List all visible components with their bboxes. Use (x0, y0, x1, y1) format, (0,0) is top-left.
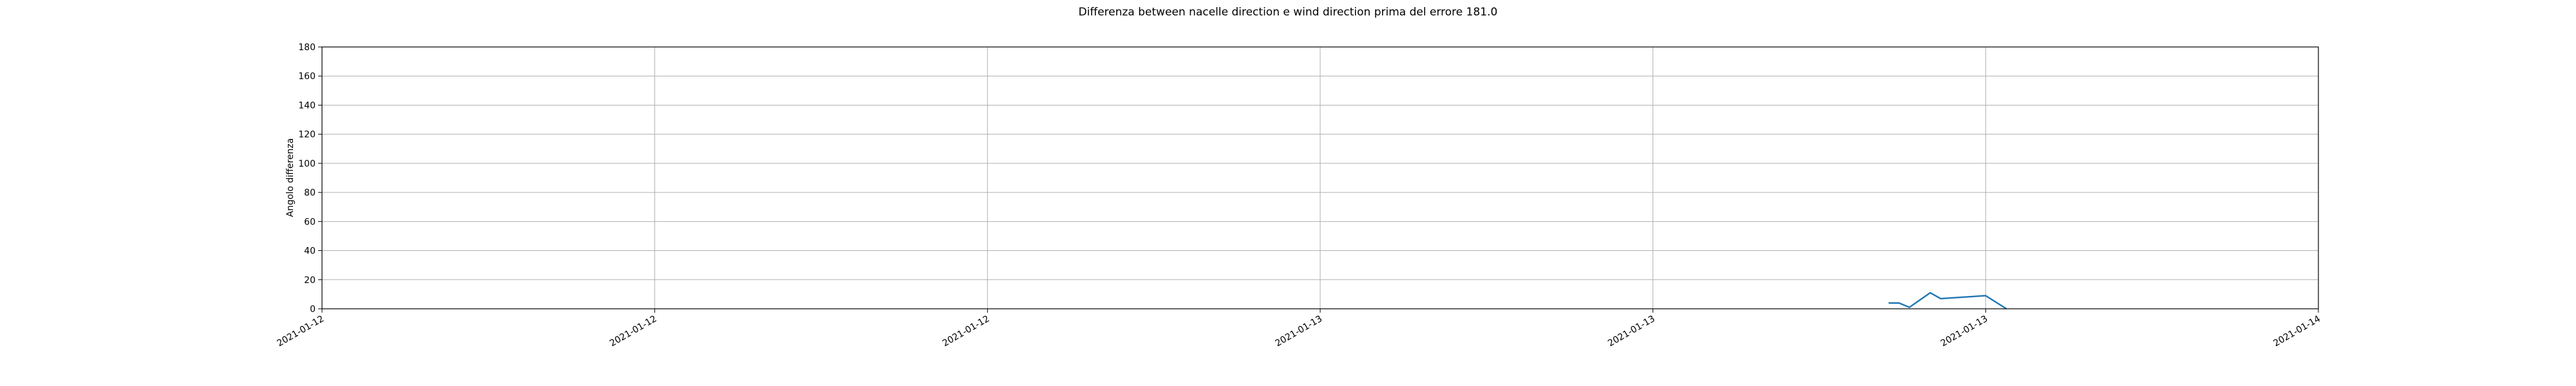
x-axis: 2021-01-12 2021-01-12 2021-01-12 2021-01-13… (276, 309, 2323, 349)
grid (321, 46, 2319, 309)
y-tick-label: 160 (298, 71, 316, 82)
y-tick-label: 180 (298, 42, 316, 53)
y-axis: 0 20 40 60 80 100 120 140 160 180 (298, 42, 322, 315)
y-tick-label: 20 (304, 275, 316, 286)
y-tick-label: 60 (304, 217, 316, 227)
x-tick-label: 2021-01-13 (1274, 314, 1324, 349)
y-tick-label: 40 (304, 246, 316, 257)
x-tick-label: 2021-01-13 (1939, 314, 1989, 349)
y-axis-label: Angolo differenza (285, 138, 296, 217)
y-tick-label: 100 (298, 159, 316, 169)
x-tick-label: 2021-01-13 (1606, 314, 1656, 349)
series-layer (1888, 291, 2007, 310)
series-line (1888, 291, 2007, 310)
x-tick-label: 2021-01-12 (941, 314, 991, 349)
y-tick-label: 120 (298, 130, 316, 140)
x-tick-label: 2021-01-12 (608, 314, 658, 349)
chart-title: Differenza between nacelle direction e w… (1079, 6, 1498, 19)
x-tick-label: 2021-01-14 (2272, 314, 2323, 349)
x-tick-label: 2021-01-12 (276, 314, 326, 349)
y-tick-label: 140 (298, 100, 316, 111)
y-tick-label: 80 (304, 188, 316, 198)
y-tick-label: 0 (310, 304, 316, 315)
